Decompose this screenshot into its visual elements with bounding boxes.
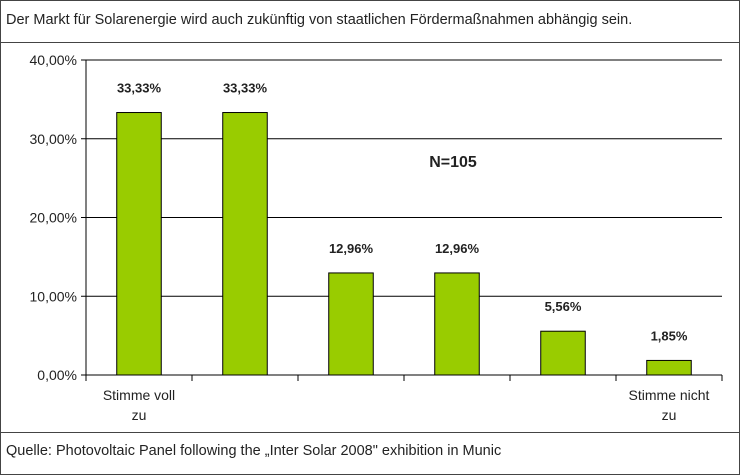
data-label: 12,96% — [435, 241, 480, 256]
x-tick-label: zu — [132, 407, 147, 423]
x-tick-label: Stimme voll — [103, 387, 175, 403]
data-label: 5,56% — [545, 299, 582, 314]
data-label: 33,33% — [223, 81, 268, 96]
x-tick-label: Stimme nicht — [629, 387, 710, 403]
bar — [222, 112, 268, 376]
y-tick-label: 20,00% — [30, 210, 77, 226]
sample-size-annotation: N=105 — [429, 154, 477, 171]
bar — [328, 272, 374, 376]
data-label: 1,85% — [651, 328, 688, 343]
y-tick-label: 0,00% — [37, 367, 77, 383]
bar — [116, 112, 162, 376]
source-note: Quelle: Photovoltaic Panel following the… — [6, 443, 502, 459]
data-label: 12,96% — [329, 241, 374, 256]
chart-title-bar: Der Markt für Solarenergie wird auch zuk… — [1, 1, 739, 43]
bar — [646, 359, 692, 376]
bar — [540, 330, 586, 376]
y-tick-label: 10,00% — [30, 288, 77, 304]
x-tick-label: zu — [662, 407, 677, 423]
bar — [434, 272, 480, 376]
chart-title: Der Markt für Solarenergie wird auch zuk… — [6, 12, 633, 28]
y-tick-label: 40,00% — [30, 52, 77, 68]
data-label: 33,33% — [117, 81, 162, 96]
source-bar: Quelle: Photovoltaic Panel following the… — [1, 432, 739, 475]
y-tick-label: 30,00% — [30, 131, 77, 147]
